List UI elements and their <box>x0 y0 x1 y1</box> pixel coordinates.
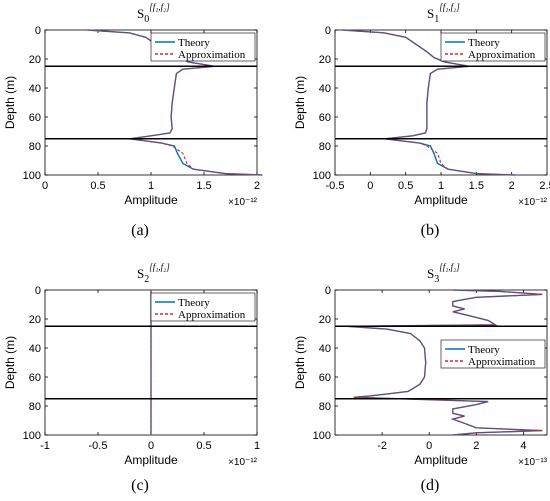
title-subscript: 3 <box>434 274 439 285</box>
chart-title: S3[f₁,f₂] <box>427 262 460 285</box>
legend-label: Approximation <box>178 309 246 321</box>
x-axis-label: Amplitude <box>124 193 178 207</box>
title-subscript: 0 <box>144 14 149 25</box>
legend-box <box>440 32 546 62</box>
title-base: S <box>427 6 434 21</box>
x-tick-label: -2 <box>377 440 387 452</box>
x-tick-label: 0 <box>426 440 432 452</box>
x-axis-exponent: ×10⁻¹³ <box>518 457 548 468</box>
y-tick-label: 0 <box>35 25 41 37</box>
x-tick-label: 0.5 <box>398 180 413 192</box>
x-tick-label: 2 <box>509 180 515 192</box>
chart-title: S1[f₁,f₂] <box>427 2 460 25</box>
x-axis-label: Amplitude <box>414 193 468 207</box>
x-tick-label: -1 <box>40 440 50 452</box>
panel-caption: (b) <box>421 222 440 239</box>
y-tick-label: 0 <box>35 285 41 297</box>
y-tick-label: 40 <box>29 83 41 95</box>
panel-caption: (c) <box>131 477 149 494</box>
legend-box <box>150 32 256 62</box>
y-tick-label: 100 <box>313 170 331 182</box>
y-tick-label: 80 <box>319 401 331 413</box>
y-tick-label: 60 <box>29 372 41 384</box>
legend-label: Theory <box>178 37 210 49</box>
y-tick-label: 60 <box>319 112 331 124</box>
chart-panel-b: -0.5 0 0.5 1 1.5 2 2.5 0 20 40 60 80 100 TheoryApprox… <box>293 2 550 239</box>
series-line-approximation <box>346 289 543 436</box>
chart-panel-d: -2 0 2 4020406080100TheoryApproximationS3[f… <box>293 262 548 494</box>
title-superscript: [f₁,f₂] <box>439 2 460 12</box>
x-axis-exponent: ×10⁻¹² <box>228 197 258 208</box>
y-axis-label: Depth (m) <box>3 76 17 129</box>
y-axis-label: Depth (m) <box>293 76 307 129</box>
x-axis-exponent: ×10⁻¹² <box>518 197 548 208</box>
title-superscript: [f₁,f₂] <box>439 262 460 272</box>
series-line-approximation <box>342 29 516 176</box>
y-tick-label: 60 <box>29 112 41 124</box>
x-tick-label: 0.5 <box>196 440 211 452</box>
x-tick-label: 0 <box>42 180 48 192</box>
title-base: S <box>427 266 434 281</box>
x-tick-label: -0.5 <box>326 180 345 192</box>
y-axis-label: Depth (m) <box>293 336 307 389</box>
x-axis-label: Amplitude <box>414 453 468 467</box>
legend-label: Approximation <box>178 49 246 61</box>
title-base: S <box>137 6 144 21</box>
x-tick-label: 2 <box>473 440 479 452</box>
y-tick-label: 20 <box>319 54 331 66</box>
x-axis-exponent: ×10⁻¹² <box>228 457 258 468</box>
y-tick-label: 40 <box>319 343 331 355</box>
x-axis-label: Amplitude <box>124 453 178 467</box>
y-tick-label: 20 <box>29 54 41 66</box>
y-tick-label: 20 <box>319 314 331 326</box>
x-tick-label: 0.5 <box>90 180 105 192</box>
x-tick-label: 0 <box>367 180 373 192</box>
x-tick-label: 1 <box>254 440 260 452</box>
title-subscript: 2 <box>144 274 149 285</box>
y-tick-label: 20 <box>29 314 41 326</box>
x-tick-label: 1 <box>148 180 154 192</box>
legend-label: Approximation <box>468 356 536 368</box>
title-superscript: [f₁,f₂] <box>149 2 170 12</box>
chart-panel-c: -1 -0.5 0 0.5 1 0 20 40 60 80 100 TheoryApproximati… <box>3 262 260 494</box>
title-subscript: 1 <box>434 14 439 25</box>
legend-box <box>150 292 256 322</box>
legend-label: Theory <box>468 37 500 49</box>
legend-box <box>440 339 546 369</box>
y-tick-label: 80 <box>29 141 41 153</box>
y-tick-label: 40 <box>319 83 331 95</box>
y-tick-label: 40 <box>29 343 41 355</box>
x-tick-label: 1.5 <box>469 180 484 192</box>
title-superscript: [f₁,f₂] <box>149 262 170 272</box>
x-tick-label: -0.5 <box>89 440 108 452</box>
legend-label: Theory <box>178 297 210 309</box>
y-tick-label: 60 <box>319 372 331 384</box>
y-tick-label: 100 <box>23 430 41 442</box>
x-tick-label: 1 <box>438 180 444 192</box>
y-tick-label: 100 <box>313 430 331 442</box>
y-tick-label: 80 <box>29 401 41 413</box>
chart-panel-a: 0 0.5 1 1.5 2020406080100TheoryApproximation… <box>3 2 263 239</box>
chart-title: S0[f₁,f₂] <box>137 2 170 25</box>
y-tick-label: 0 <box>325 285 331 297</box>
x-tick-label: 2 <box>254 180 260 192</box>
legend-label: Theory <box>468 344 500 356</box>
x-tick-label: 4 <box>520 440 526 452</box>
panel-caption: (a) <box>131 222 149 239</box>
x-tick-label: 1.5 <box>196 180 211 192</box>
y-tick-label: 80 <box>319 141 331 153</box>
x-tick-label: 2.5 <box>539 180 550 192</box>
x-tick-label: 0 <box>148 440 154 452</box>
y-tick-label: 100 <box>23 170 41 182</box>
y-axis-label: Depth (m) <box>3 336 17 389</box>
y-tick-label: 0 <box>325 25 331 37</box>
title-base: S <box>137 266 144 281</box>
panel-caption: (d) <box>421 477 440 494</box>
chart-title: S2[f₁,f₂] <box>137 262 170 285</box>
legend-label: Approximation <box>468 49 536 61</box>
